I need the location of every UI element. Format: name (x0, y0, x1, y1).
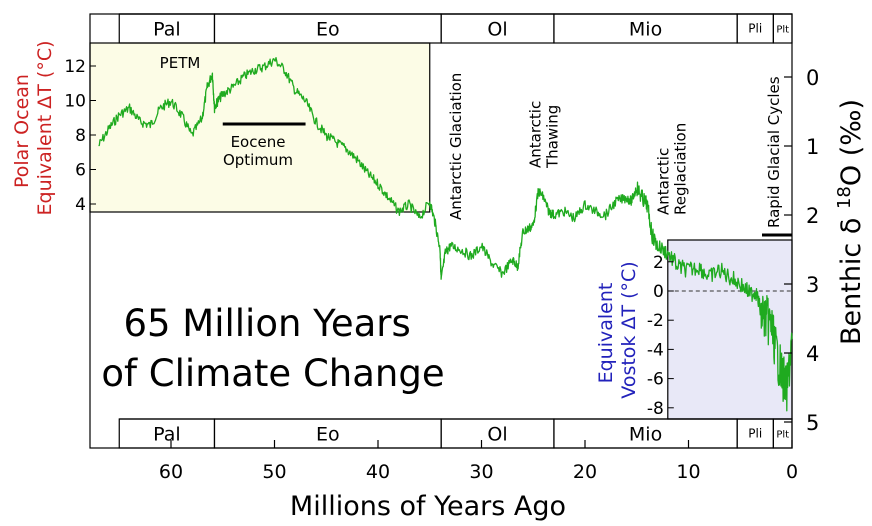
epoch-label-pli: Pli (748, 427, 762, 441)
polar-tick-label: 4 (75, 195, 86, 215)
annotations: PETM Eocene Optimum Antarctic Glaciation Ant… (160, 54, 792, 237)
x-tick-label: 0 (786, 461, 798, 483)
series-line-benthic-d18o (98, 56, 793, 412)
vostok-tick-label: -4 (647, 340, 664, 360)
annotation-eocene-optimum: Eocene Optimum (223, 133, 293, 169)
right-axis-label: Benthic δ 18O (‰) (834, 99, 867, 345)
right-tick-label: 3 (806, 273, 819, 297)
vostok-tick-label: 0 (653, 282, 664, 302)
chart-title: 65 Million Years of Climate Change (101, 302, 444, 395)
x-axis-ticks: 60 50 40 30 20 10 0 (159, 440, 798, 483)
epoch-cell-plt (772, 13, 793, 44)
epoch-bar-bottom: Pal Eo Ol Mio Pli Plt (118, 418, 793, 449)
series-layer (98, 56, 793, 412)
annotation-petm: PETM (160, 54, 201, 72)
polar-tick-label: 6 (75, 161, 86, 181)
epoch-label-eo: Eo (316, 19, 340, 41)
x-tick-label: 30 (469, 461, 493, 483)
x-tick-label: 40 (366, 461, 390, 483)
epoch-label-ol: Ol (487, 424, 507, 446)
epoch-bar-top: Pal Eo Ol Mio Pli Plt (118, 13, 793, 44)
annotation-antarctic-glaciation: Antarctic Glaciation (447, 73, 465, 220)
epoch-label-mio: Mio (629, 424, 662, 446)
vostok-tick-label: -2 (647, 311, 664, 331)
vostok-axis-label: Equivalent Vostok ΔT (°C) (595, 261, 640, 398)
epoch-label-mio: Mio (629, 19, 662, 41)
epoch-label-ol: Ol (487, 19, 507, 41)
polar-ocean-axis-label: Polar Ocean Equivalent ΔT (°C) (11, 40, 56, 215)
x-tick-label: 50 (262, 461, 286, 483)
epoch-cell-plt (772, 418, 793, 449)
right-tick-label: 2 (806, 204, 819, 228)
polar-tick-label: 10 (64, 92, 86, 112)
x-axis-label: Millions of Years Ago (290, 491, 566, 522)
right-tick-label: 0 (806, 66, 819, 90)
x-tick-label: 60 (159, 461, 183, 483)
polar-tick-label: 12 (64, 57, 86, 77)
right-axis-ticks: 0 1 2 3 4 5 (784, 66, 819, 435)
epoch-label-pal: Pal (153, 424, 181, 446)
x-tick-label: 20 (573, 461, 597, 483)
vostok-tick-label: -8 (647, 399, 664, 419)
annotation-antarctic-reglaciation: AntarcticReglaciation (655, 123, 690, 215)
right-tick-label: 1 (806, 135, 819, 159)
annotation-rapid-glacial-cycles: Rapid Glacial Cycles (765, 76, 783, 228)
vostok-tick-label: 2 (653, 253, 664, 273)
epoch-label-eo: Eo (316, 424, 340, 446)
epoch-label-pal: Pal (153, 19, 181, 41)
right-tick-label: 5 (806, 411, 819, 435)
polar-tick-label: 8 (75, 126, 86, 146)
epoch-label-plt: Plt (776, 430, 789, 441)
epoch-label-plt: Plt (776, 25, 789, 36)
epoch-label-pli: Pli (748, 22, 762, 36)
annotation-antarctic-thawing: AntarcticThawing (527, 101, 562, 169)
x-tick-label: 10 (676, 461, 700, 483)
vostok-tick-label: -6 (647, 370, 664, 390)
polar-inset-ticks: 12 10 8 6 4 (64, 57, 96, 215)
right-tick-label: 4 (806, 342, 819, 366)
vostok-inset-ticks: 2 0 -2 -4 -6 -8 (647, 253, 674, 419)
